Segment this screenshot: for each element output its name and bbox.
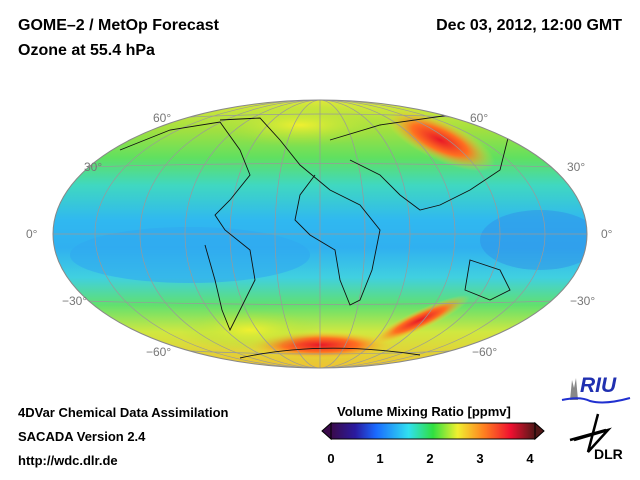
riu-logo: RIU — [560, 374, 632, 404]
product-title: GOME–2 / MetOp Forecast — [18, 17, 219, 34]
globe-outline — [52, 99, 588, 369]
colorbar-min-arrow — [321, 421, 332, 441]
dlr-logo-text: DLR — [594, 446, 623, 462]
lat-label-right-60: 60° — [470, 111, 489, 125]
lat-label-right-minus30: −30° — [570, 294, 596, 308]
colorbar-tick-2: 2 — [426, 451, 434, 466]
lat-label-left-minus30: −30° — [62, 294, 88, 308]
colorbar-tick-1: 1 — [376, 451, 384, 466]
footer-url: http://wdc.dlr.de — [18, 453, 118, 468]
product-subtitle: Ozone at 55.4 hPa — [18, 42, 155, 59]
footer-line-1: 4DVar Chemical Data Assimilation — [18, 405, 229, 420]
lat-label-left-minus60: −60° — [146, 345, 172, 359]
lat-label-left-0: 0° — [26, 227, 38, 241]
colorbar-tick-0: 0 — [327, 451, 335, 466]
lat-label-right-30: 30° — [567, 160, 586, 174]
colorbar-ramp — [330, 422, 536, 440]
colorbar-tick-4: 4 — [526, 451, 534, 466]
colorbar — [321, 421, 545, 441]
coastlines — [119, 114, 511, 359]
lat-label-right-0: 0° — [601, 227, 613, 241]
lat-label-left-30: 30° — [84, 160, 103, 174]
lat-label-left-60: 60° — [153, 111, 172, 125]
footer-line-2: SACADA Version 2.4 — [18, 429, 146, 444]
colorbar-title: Volume Mixing Ratio [ppmv] — [337, 404, 511, 419]
lat-label-right-minus60: −60° — [472, 345, 498, 359]
forecast-datetime: Dec 03, 2012, 12:00 GMT — [436, 17, 622, 34]
riu-logo-text: RIU — [580, 374, 617, 397]
ozone-field — [53, 100, 587, 368]
colorbar-max-arrow — [534, 421, 545, 441]
colorbar-tick-3: 3 — [476, 451, 484, 466]
dlr-logo: DLR — [564, 412, 634, 478]
